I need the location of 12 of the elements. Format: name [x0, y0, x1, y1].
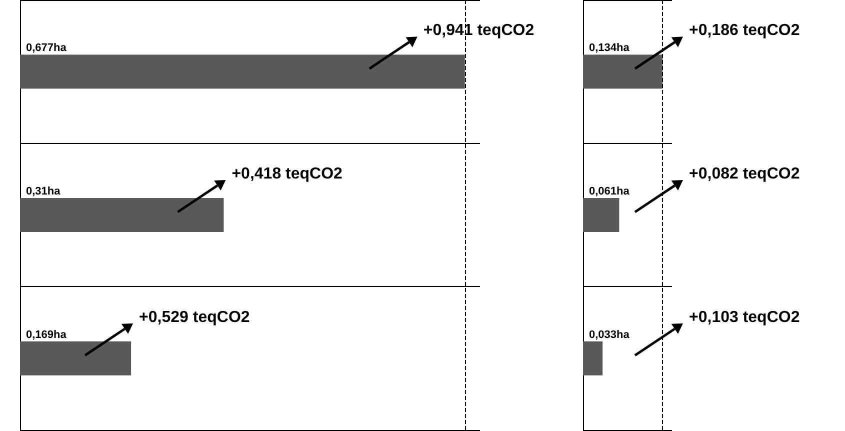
- annotation: +0,529 teqCO2: [139, 308, 250, 326]
- annotation: +0,941 teqCO2: [423, 22, 534, 40]
- data-label: 0,033ha: [589, 328, 630, 341]
- data-label: 0,677ha: [26, 42, 68, 54]
- text: +0,186 teqCO2: [689, 22, 800, 40]
- data-label: 0,061ha: [589, 186, 630, 198]
- data-label: 0,134ha: [589, 42, 630, 54]
- text: +0,082 teqCO2: [689, 166, 800, 182]
- text: +0,103 teqCO2: [689, 308, 800, 326]
- data-label: 0,169ha: [26, 328, 68, 341]
- data-label: 0,31ha: [26, 186, 62, 198]
- annotation: +0,418 teqCO2: [232, 166, 343, 182]
